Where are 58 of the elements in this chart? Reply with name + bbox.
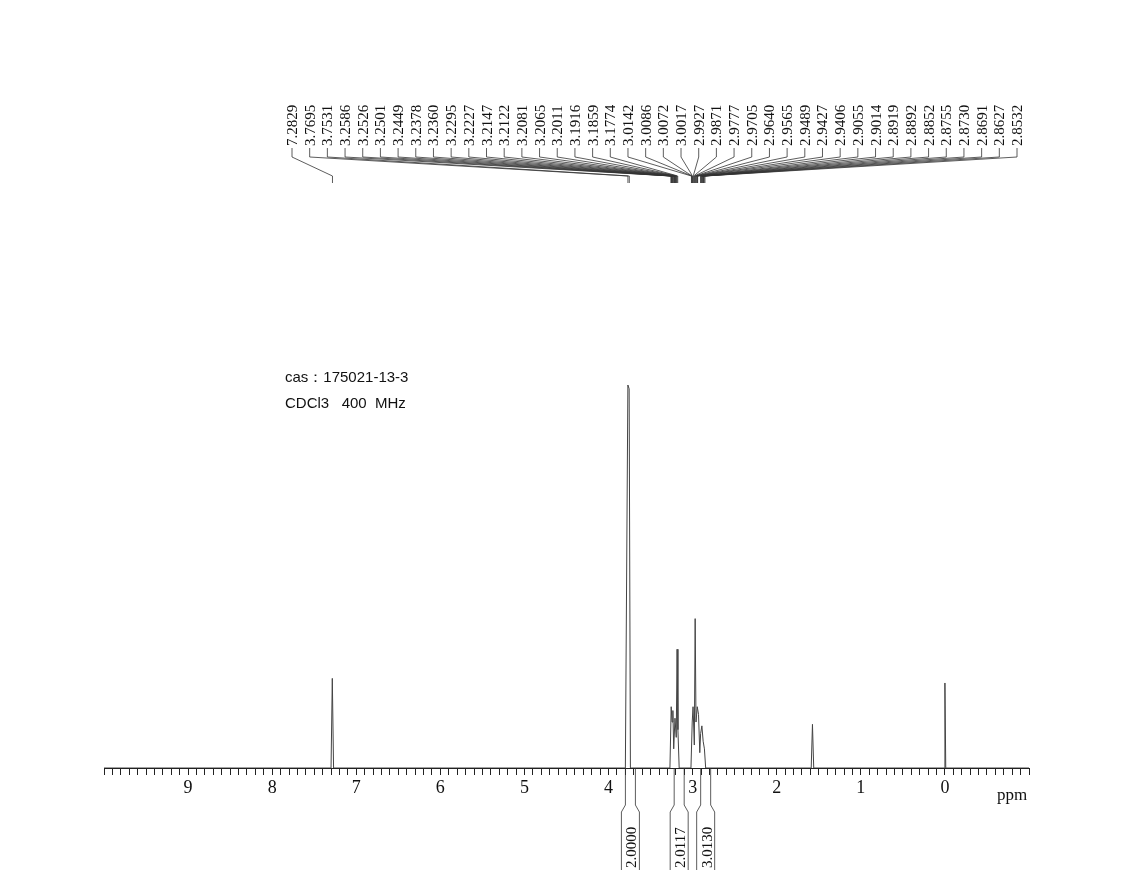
annotation: 3.2065 bbox=[531, 104, 548, 146]
annotation: 2.0117 bbox=[672, 826, 689, 868]
annotation: 2.8919 bbox=[885, 104, 902, 146]
annotation: 3.1774 bbox=[602, 104, 619, 146]
annotation: 2.9640 bbox=[761, 104, 778, 146]
annotation: 3.1859 bbox=[584, 104, 601, 146]
annotation: 3.2227 bbox=[460, 104, 477, 146]
x-axis-title: ppm bbox=[997, 785, 1028, 805]
annotation: CDCl3 400 MHz bbox=[285, 394, 406, 411]
x-tick-label: 6 bbox=[435, 776, 445, 797]
x-tick-label: 8 bbox=[267, 776, 277, 797]
annotation: 3.2122 bbox=[496, 104, 513, 146]
x-tick-label: 4 bbox=[604, 776, 614, 797]
x-tick-label: 1 bbox=[856, 776, 866, 797]
annotation: 3.2295 bbox=[443, 104, 460, 146]
annotation: 3.0072 bbox=[655, 104, 672, 146]
x-tick-label: 3 bbox=[688, 776, 698, 797]
annotation: 3.0142 bbox=[619, 104, 636, 146]
annotation: 2.8627 bbox=[991, 104, 1008, 146]
annotation: 3.2526 bbox=[354, 104, 371, 146]
annotation: 3.2501 bbox=[372, 104, 389, 146]
x-tick-label: 2 bbox=[772, 776, 782, 797]
annotation: 2.9427 bbox=[814, 104, 831, 146]
annotation: 3.2586 bbox=[337, 104, 354, 146]
annotation: 2.8691 bbox=[973, 104, 990, 146]
annotation: 2.9871 bbox=[708, 104, 725, 146]
annotation: 3.2011 bbox=[549, 105, 566, 146]
annotation: 3.0017 bbox=[673, 104, 690, 146]
annotation: 3.0086 bbox=[637, 104, 654, 146]
annotation: 2.9565 bbox=[779, 104, 796, 146]
annotation: 3.2147 bbox=[478, 104, 495, 146]
annotation: 7.2829 bbox=[284, 104, 300, 146]
annotation: 3.1916 bbox=[566, 104, 583, 146]
annotation: 2.9705 bbox=[743, 104, 760, 146]
annotation: 2.8892 bbox=[902, 104, 919, 146]
annotation: 2.8852 bbox=[920, 104, 937, 146]
annotation: 3.0130 bbox=[698, 826, 715, 868]
annotation: 2.9406 bbox=[832, 104, 849, 146]
annotation: 2.8532 bbox=[1009, 104, 1025, 146]
annotation: 3.2360 bbox=[425, 104, 442, 146]
annotation: 3.7531 bbox=[319, 104, 336, 146]
annotation: cas：175021-13-3 bbox=[285, 368, 409, 385]
annotation: 3.2378 bbox=[407, 104, 424, 146]
annotation: 2.9777 bbox=[726, 104, 743, 146]
annotation: 3.2449 bbox=[390, 104, 407, 146]
x-tick-label: 9 bbox=[183, 776, 193, 797]
x-tick-label: 7 bbox=[351, 776, 361, 797]
annotation: 2.8755 bbox=[938, 104, 955, 146]
x-tick-label: 0 bbox=[940, 776, 950, 797]
annotation: 2.9489 bbox=[796, 104, 813, 146]
x-tick-label: 5 bbox=[519, 776, 529, 797]
annotation: 3.7695 bbox=[301, 104, 318, 146]
annotation: 2.8730 bbox=[955, 104, 972, 146]
annotation: 2.9055 bbox=[849, 104, 866, 146]
annotation: 2.9014 bbox=[867, 104, 884, 146]
annotation: 2.0000 bbox=[623, 826, 640, 868]
annotation: 2.9927 bbox=[690, 104, 707, 146]
annotation: 3.2081 bbox=[513, 104, 530, 146]
